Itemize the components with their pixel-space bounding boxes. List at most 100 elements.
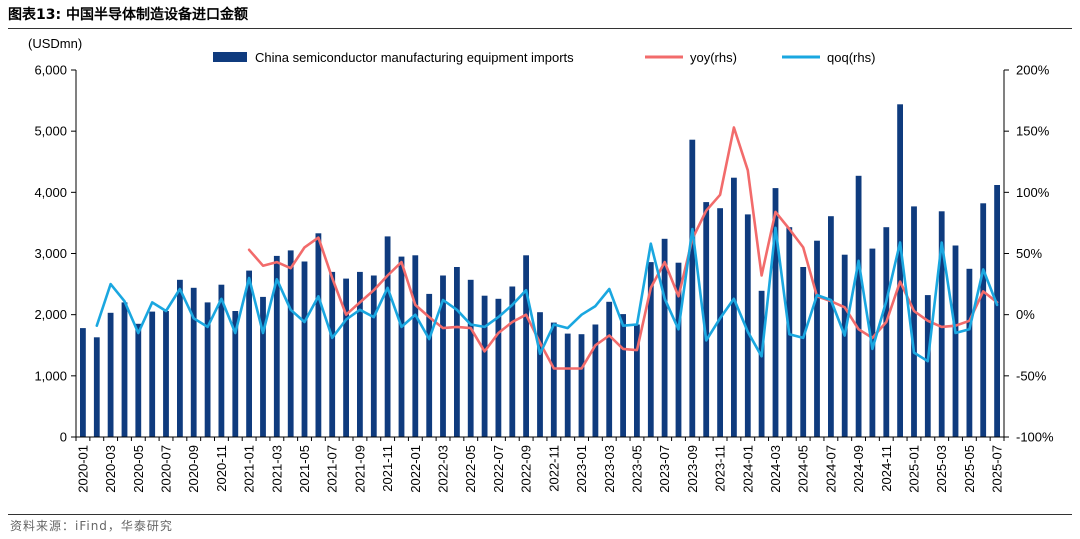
bar-2023-09 xyxy=(689,139,696,437)
bar-2025-02 xyxy=(924,295,931,437)
bar-2020-01 xyxy=(80,328,86,437)
right-tick-label: 200% xyxy=(1016,63,1050,78)
left-tick-label: 0 xyxy=(60,430,67,445)
bar-series xyxy=(80,104,1000,438)
bar-2021-08 xyxy=(343,278,349,437)
bar-2022-09 xyxy=(523,255,529,437)
title-rule xyxy=(8,28,1072,29)
x-tick-label: 2021-11 xyxy=(380,445,395,492)
bar-2025-05 xyxy=(966,268,973,437)
x-tick-label: 2021-01 xyxy=(242,445,257,493)
bar-2020-08 xyxy=(177,279,183,437)
legend-label-qoq: qoq(rhs) xyxy=(827,50,875,65)
bar-2025-03 xyxy=(938,211,945,437)
x-tick-label: 2024-05 xyxy=(796,445,811,493)
bar-2024-07 xyxy=(828,216,834,437)
bar-2023-06 xyxy=(647,262,654,437)
x-tick-label: 2020-07 xyxy=(159,445,174,493)
bar-2023-07 xyxy=(661,238,668,437)
axes: 0 1,000 2,000 3,000 4,000 5,000 6,000 -100% -50%… xyxy=(28,36,1054,493)
bar-2020-06 xyxy=(149,311,156,437)
bar-2020-03 xyxy=(107,312,114,437)
x-tick-label: 2021-05 xyxy=(297,445,312,493)
figure-title: 图表13: 中国半导体制造设备进口金额 xyxy=(8,7,248,23)
legend: China semiconductor manufacturing equipm… xyxy=(213,50,875,65)
x-tick-label: 2022-11 xyxy=(546,445,561,492)
bar-2024-03 xyxy=(772,188,779,437)
x-tick-label: 2020-03 xyxy=(103,445,118,493)
x-tick-label: 2022-07 xyxy=(491,445,506,493)
bar-2025-01 xyxy=(911,206,917,437)
bar-2024-12 xyxy=(897,104,903,438)
bar-2023-12 xyxy=(731,177,737,437)
x-tick-label: 2025-03 xyxy=(934,445,949,493)
x-tick-label: 2023-01 xyxy=(574,445,589,493)
x-tick-label: 2021-03 xyxy=(269,445,284,493)
yoy-line xyxy=(247,126,999,370)
right-tick-label: 50% xyxy=(1016,246,1042,261)
left-tick-label: 5,000 xyxy=(34,124,67,139)
bar-2021-09 xyxy=(357,271,363,437)
x-tick-label: 2023-09 xyxy=(685,445,700,493)
bottom-rule xyxy=(8,514,1072,515)
x-tick-label: 2023-07 xyxy=(657,445,672,493)
left-tick-label: 3,000 xyxy=(34,246,67,261)
source-note: 资料来源：iFind，华泰研究 xyxy=(10,519,173,533)
x-tick-label: 2021-09 xyxy=(352,445,367,493)
left-tick-label: 2,000 xyxy=(34,307,67,322)
x-tick-label: 2024-03 xyxy=(768,445,783,493)
bar-2024-11 xyxy=(883,227,890,437)
bar-2022-10 xyxy=(537,312,543,437)
y-unit-label: (USDmn) xyxy=(28,36,82,51)
right-tick-label: 100% xyxy=(1016,185,1050,200)
x-tick-label: 2020-09 xyxy=(186,445,201,493)
legend-label-yoy: yoy(rhs) xyxy=(690,50,737,65)
right-tick-label: -50% xyxy=(1016,368,1047,383)
left-tick-label: 4,000 xyxy=(34,185,67,200)
x-tick-label: 2025-05 xyxy=(962,445,977,493)
bar-2023-05 xyxy=(634,324,640,437)
bar-2020-07 xyxy=(163,311,169,437)
bar-2022-06 xyxy=(481,295,488,437)
bar-2021-03 xyxy=(273,255,280,437)
bar-2023-08 xyxy=(675,262,682,437)
bar-2021-12 xyxy=(398,256,405,437)
x-tick-label: 2024-07 xyxy=(823,445,838,493)
x-tick-label: 2023-05 xyxy=(630,445,645,493)
bar-2025-07 xyxy=(994,185,1000,437)
bar-2021-02 xyxy=(260,296,266,437)
right-tick-label: 0% xyxy=(1016,307,1035,322)
bar-2020-09 xyxy=(190,287,197,437)
bar-2021-04 xyxy=(287,250,294,437)
left-tick-label: 1,000 xyxy=(34,368,67,383)
bar-2022-04 xyxy=(454,267,460,437)
bar-2022-03 xyxy=(440,275,446,437)
x-tick-label: 2022-01 xyxy=(408,445,423,493)
bar-2020-05 xyxy=(135,323,142,437)
bar-2021-07 xyxy=(329,271,336,437)
bar-2020-12 xyxy=(232,311,239,437)
left-tick-label: 6,000 xyxy=(34,63,67,78)
bar-2024-02 xyxy=(758,290,765,437)
x-tick-label: 2022-09 xyxy=(519,445,534,493)
bar-2021-10 xyxy=(370,275,377,437)
bar-2024-01 xyxy=(744,214,751,437)
bar-2023-01 xyxy=(578,334,585,437)
bar-2020-10 xyxy=(204,302,211,437)
bar-2024-06 xyxy=(814,240,820,437)
line-series xyxy=(95,126,999,370)
x-tick-label: 2025-07 xyxy=(990,445,1005,493)
x-tick-label: 2022-03 xyxy=(436,445,451,493)
bar-2020-11 xyxy=(218,284,225,437)
legend-swatch-imports xyxy=(213,52,247,62)
bar-2023-03 xyxy=(606,301,613,437)
legend-label-imports: China semiconductor manufacturing equipm… xyxy=(255,50,574,65)
bar-2025-04 xyxy=(952,245,959,437)
bar-2021-06 xyxy=(315,233,322,437)
bar-2023-11 xyxy=(717,208,723,437)
bar-2022-12 xyxy=(564,333,571,437)
x-tick-label: 2023-03 xyxy=(602,445,617,493)
x-tick-label: 2020-05 xyxy=(131,445,146,493)
bar-2022-02 xyxy=(426,293,433,437)
bar-2022-05 xyxy=(467,279,474,437)
